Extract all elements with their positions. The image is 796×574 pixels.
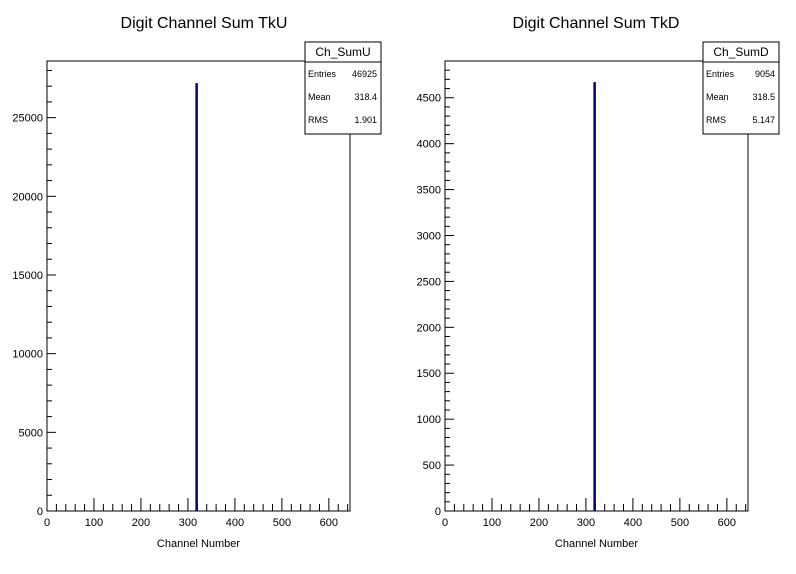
stats-name: Ch_SumD (713, 45, 769, 59)
y-tick-label: 2500 (417, 276, 441, 288)
x-tick-label: 300 (179, 517, 197, 529)
y-tick-label: 1000 (417, 414, 441, 426)
y-tick-label: 15000 (12, 270, 43, 282)
histogram-panel-2: Digit Channel Sum TkD 0 100 200 300 400 500 600… (417, 15, 780, 550)
stats-box-frame (702, 41, 780, 135)
y-tick-label: 4500 (417, 93, 441, 105)
y-tick-label: 0 (37, 506, 43, 518)
x-tick-label: 400 (624, 517, 642, 529)
x-axis-label: Channel Number (157, 538, 240, 550)
x-tick-label: 200 (132, 517, 150, 529)
stats-label: Entries (706, 69, 735, 79)
stats-label: RMS (308, 115, 328, 125)
stats-value: 5.147 (752, 115, 775, 125)
y-tick-label: 3500 (417, 185, 441, 197)
histogram-bar (593, 82, 596, 512)
plot-frame (46, 60, 351, 512)
stats-label: Entries (308, 69, 337, 79)
x-axis-label: Channel Number (555, 538, 638, 550)
x-tick-label: 200 (530, 517, 548, 529)
y-tick-label: 10000 (12, 349, 43, 361)
stats-value: 318.5 (752, 92, 775, 102)
x-tick-label: 400 (226, 517, 244, 529)
stats-label: Mean (308, 92, 331, 102)
x-tick-label: 600 (718, 517, 736, 529)
stats-name: Ch_SumU (315, 45, 370, 59)
histogram-bar (195, 83, 198, 512)
x-tick-label: 0 (442, 517, 448, 529)
y-tick-label: 20000 (12, 191, 43, 203)
stats-label: Mean (706, 92, 729, 102)
stats-value: 9054 (755, 69, 775, 79)
x-tick-label: 100 (85, 517, 103, 529)
y-tick-label: 1500 (417, 368, 441, 380)
plot-frame (444, 60, 749, 512)
y-tick-label: 4000 (417, 139, 441, 151)
stats-box: Ch_SumD Entries 9054 Mean 318.5 RMS 5.147 (702, 41, 780, 135)
y-tick-label: 0 (435, 506, 441, 518)
stats-value: 1.901 (354, 115, 377, 125)
x-tick-label: 0 (44, 517, 50, 529)
stats-value: 46925 (352, 69, 377, 79)
x-tick-label: 500 (273, 517, 291, 529)
x-tick-label: 500 (671, 517, 689, 529)
stats-value: 318.4 (354, 92, 377, 102)
chart-title: Digit Channel Sum TkD (513, 15, 680, 32)
histogram-panel-1: Digit Channel Sum TkU 0 100 200 300 400 500 600… (12, 15, 382, 550)
y-tick-label: 500 (423, 460, 441, 472)
stats-label: RMS (706, 115, 726, 125)
x-tick-label: 300 (577, 517, 595, 529)
y-tick-label: 5000 (19, 427, 43, 439)
y-tick-label: 25000 (12, 113, 43, 125)
y-tick-label: 3000 (417, 230, 441, 242)
y-tick-label: 2000 (417, 322, 441, 334)
stats-box: Ch_SumU Entries 46925 Mean 318.4 RMS 1.901 (304, 41, 382, 135)
stats-box-frame (304, 41, 382, 135)
chart-title: Digit Channel Sum TkU (121, 15, 288, 32)
x-tick-label: 100 (483, 517, 501, 529)
x-tick-label: 600 (320, 517, 338, 529)
